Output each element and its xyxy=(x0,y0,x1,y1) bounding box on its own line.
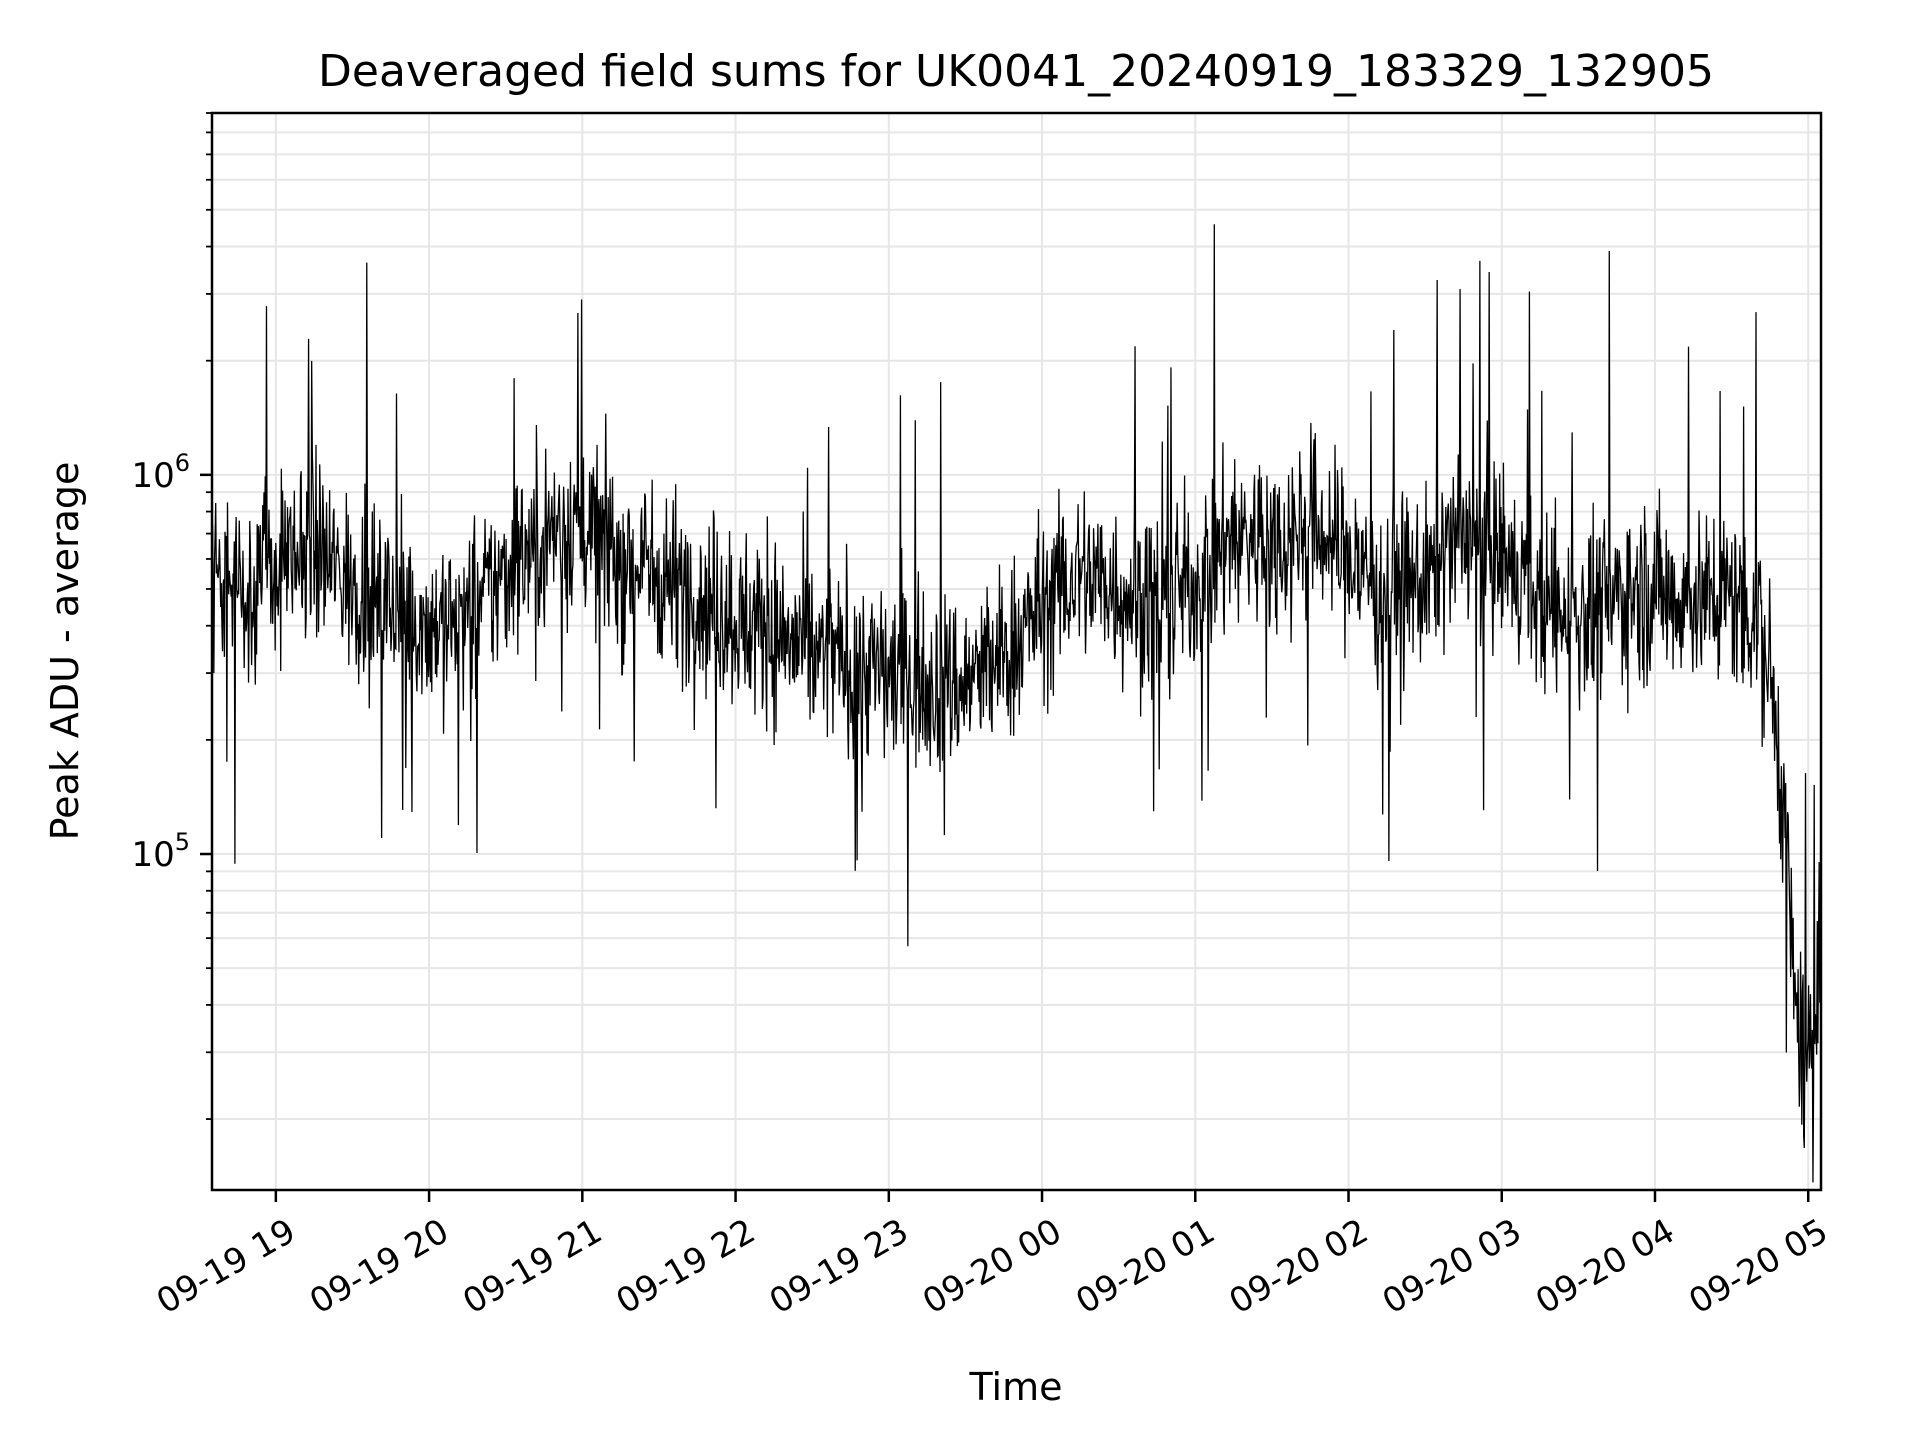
y-axis-label: Peak ADU - average xyxy=(43,462,87,841)
y-axis-ticks: 105 106 xyxy=(131,112,212,1120)
chart-title: Deaveraged field sums for UK0041_2024091… xyxy=(318,46,1714,97)
y-tick-label: 106 xyxy=(131,449,190,496)
plot-area xyxy=(211,224,1822,1183)
plot-frame xyxy=(210,111,1823,1192)
series-line xyxy=(211,224,1822,1183)
x-axis-label: Time xyxy=(969,1365,1063,1409)
y-tick-label: 105 xyxy=(131,828,190,875)
